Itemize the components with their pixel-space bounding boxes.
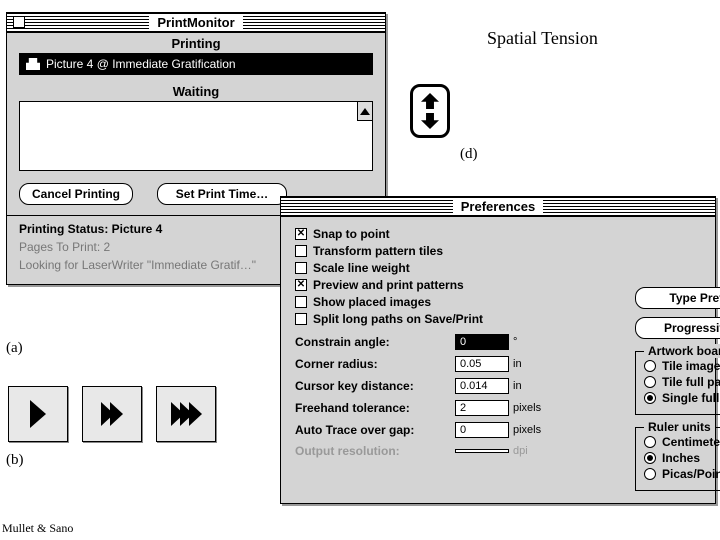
artboard-option-0[interactable]: Tile imageable areas (644, 358, 720, 374)
play-icon (30, 400, 46, 428)
radio-label: Tile imageable areas (662, 359, 720, 373)
cursor-unit: in (509, 380, 549, 392)
waiting-list[interactable] (19, 101, 373, 171)
fig-a-label: (a) (6, 340, 23, 357)
radio-label: Tile full pages (662, 375, 720, 389)
ruler-option-0[interactable]: Centimeters (644, 434, 720, 450)
artboard-option-1[interactable]: Tile full pages (644, 374, 720, 390)
fig-d-label: (d) (460, 146, 478, 163)
constrain-label: Constrain angle: (295, 335, 455, 349)
printer-icon (26, 58, 40, 70)
arrow-up-icon[interactable] (421, 93, 439, 109)
checkbox-3[interactable]: Preview and print patterns (295, 278, 625, 292)
window-title: PrintMonitor (149, 15, 242, 30)
radio-label: Single full page (662, 391, 720, 405)
right-column: OK Cancel Type Preferences… Progressive … (635, 227, 720, 491)
autotrace-input[interactable]: 0 (455, 422, 509, 438)
freehand-input[interactable]: 2 (455, 400, 509, 416)
cancel-printing-button[interactable]: Cancel Printing (19, 183, 133, 205)
constrain-unit: ° (509, 336, 549, 348)
checkbox-label: Show placed images (313, 295, 431, 309)
radio-icon[interactable] (644, 452, 656, 464)
checkbox-label: Transform pattern tiles (313, 244, 443, 258)
artboard-option-2[interactable]: Single full page (644, 390, 720, 406)
printing-label: Printing (7, 33, 385, 53)
checkbox-icon[interactable] (295, 245, 307, 257)
play-2x-button[interactable] (82, 386, 142, 442)
titlebar: PrintMonitor (7, 13, 385, 33)
artwork-board-group: Artwork board Tile imageable areasTile f… (635, 351, 720, 415)
radio-icon[interactable] (644, 376, 656, 388)
output-label: Output resolution: (295, 444, 455, 458)
printing-item-selected[interactable]: Picture 4 @ Immediate Gratification (20, 54, 372, 74)
set-print-time-button[interactable]: Set Print Time… (157, 183, 287, 205)
artwork-legend: Artwork board (644, 344, 720, 358)
constrain-input[interactable]: 0 (455, 334, 509, 350)
checkbox-label: Scale line weight (313, 261, 410, 275)
checkbox-5[interactable]: Split long paths on Save/Print (295, 312, 625, 326)
radio-label: Inches (662, 451, 700, 465)
radio-label: Picas/Points (662, 467, 720, 481)
radio-label: Centimeters (662, 435, 720, 449)
checkbox-label: Snap to point (313, 227, 390, 241)
cursor-label: Cursor key distance: (295, 379, 455, 393)
arrow-spinner[interactable] (410, 84, 450, 138)
checkbox-2[interactable]: Scale line weight (295, 261, 625, 275)
preferences-window: Preferences Snap to point Transform patte… (280, 196, 716, 504)
radio-icon[interactable] (644, 468, 656, 480)
autotrace-unit: pixels (509, 424, 549, 436)
checkbox-icon[interactable] (295, 262, 307, 274)
autotrace-label: Auto Trace over gap: (295, 423, 455, 437)
freehand-unit: pixels (509, 402, 549, 414)
arrow-down-icon[interactable] (421, 113, 439, 129)
credit-text: Mullet & Sano (2, 521, 73, 536)
play-icon-row (8, 386, 216, 442)
corner-unit: in (509, 358, 549, 370)
output-unit: dpi (509, 445, 549, 457)
radio-icon[interactable] (644, 436, 656, 448)
close-icon[interactable] (13, 16, 25, 28)
prefs-titlebar: Preferences (281, 197, 715, 217)
cursor-input[interactable]: 0.014 (455, 378, 509, 394)
radio-icon[interactable] (644, 360, 656, 372)
checkbox-icon[interactable] (295, 228, 307, 240)
checkbox-icon[interactable] (295, 279, 307, 291)
checkbox-4[interactable]: Show placed images (295, 295, 625, 309)
checkbox-label: Split long paths on Save/Print (313, 312, 483, 326)
ruler-legend: Ruler units (644, 420, 715, 434)
ruler-units-group: Ruler units CentimetersInchesPicas/Point… (635, 427, 720, 491)
output-input[interactable] (455, 449, 509, 453)
corner-input[interactable]: 0.05 (455, 356, 509, 372)
corner-label: Corner radius: (295, 357, 455, 371)
numeric-fields: Constrain angle:0°Corner radius:0.05inCu… (295, 334, 625, 458)
checkbox-1[interactable]: Transform pattern tiles (295, 244, 625, 258)
freehand-label: Freehand tolerance: (295, 401, 455, 415)
printing-list[interactable]: Picture 4 @ Immediate Gratification (19, 53, 373, 75)
fig-b-label: (b) (6, 452, 24, 469)
radio-icon[interactable] (644, 392, 656, 404)
checkbox-icon[interactable] (295, 296, 307, 308)
play-3x-button[interactable] (156, 386, 216, 442)
checkbox-label: Preview and print patterns (313, 278, 464, 292)
type-preferences-button[interactable]: Type Preferences… (635, 287, 720, 309)
progressive-colors-button[interactable]: Progressive Colors… (635, 317, 720, 339)
ruler-option-1[interactable]: Inches (644, 450, 720, 466)
play-1x-button[interactable] (8, 386, 68, 442)
waiting-label: Waiting (7, 81, 385, 101)
checkbox-0[interactable]: Snap to point (295, 227, 625, 241)
page-heading: Spatial Tension (487, 28, 598, 49)
prefs-title: Preferences (453, 199, 543, 214)
ruler-option-2[interactable]: Picas/Points (644, 466, 720, 482)
printing-item-text: Picture 4 @ Immediate Gratification (46, 57, 236, 71)
checkbox-icon[interactable] (295, 313, 307, 325)
checkbox-column: Snap to point Transform pattern tiles Scal… (295, 227, 625, 326)
scroll-up-icon[interactable] (357, 101, 373, 121)
